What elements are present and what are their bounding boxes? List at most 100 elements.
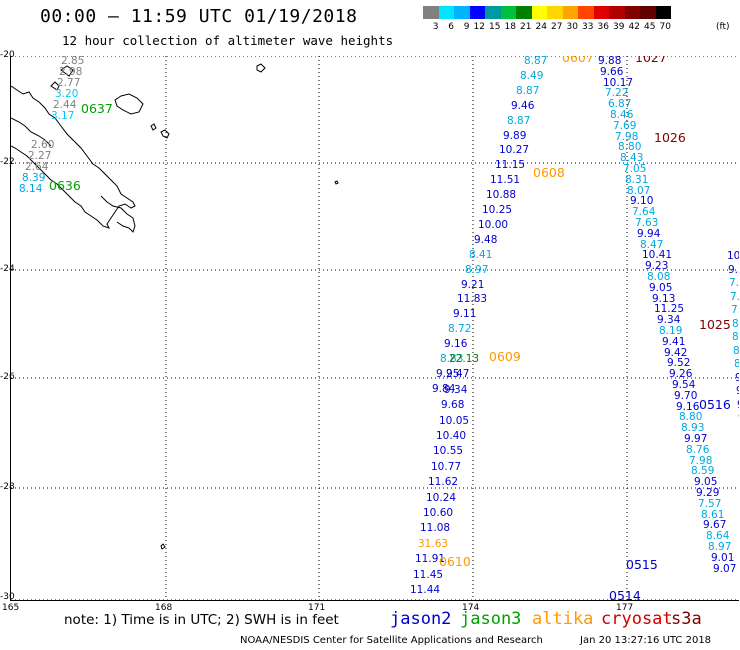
- swh-observation: 11.15: [495, 159, 526, 171]
- legend-jason2: jason2: [390, 609, 452, 629]
- swh-observation: 8.31: [625, 174, 649, 186]
- swh-observation: 2.60: [31, 139, 55, 151]
- color-scale-label: 3: [432, 22, 439, 32]
- swh-observation: 9.42: [664, 347, 688, 359]
- swh-observation: 8.37: [732, 331, 739, 343]
- swh-observation: 10.40: [436, 430, 467, 442]
- latitude-label: -26: [0, 372, 15, 382]
- swh-observation: 8.97: [708, 541, 732, 553]
- swh-observation: 10.77: [431, 461, 462, 473]
- color-scale-label: 42: [628, 22, 640, 32]
- swh-observation: 7.98: [615, 131, 639, 143]
- swh-observation: 9.48: [474, 234, 498, 246]
- longitude-label: 174: [462, 603, 480, 613]
- color-scale-labels: 3 6 9 12 15 18 21 24 27 30 33 36 39 42 45 70: [423, 22, 671, 32]
- swh-observation: 8.80: [679, 411, 703, 423]
- pass-time-label: 0636: [49, 178, 81, 193]
- latitude-label: -28: [0, 482, 15, 492]
- color-swatch: [438, 6, 454, 19]
- swh-observation: 8.87: [524, 56, 548, 67]
- swh-observation: 2.98: [59, 66, 83, 78]
- pass-time-label: 0607: [562, 56, 594, 65]
- swh-observation: 9.23: [645, 260, 669, 272]
- swh-observation: 8.41: [469, 249, 493, 261]
- swh-observation: 8.93: [681, 422, 705, 434]
- swh-observation: 9.67: [703, 519, 727, 531]
- legend-s3a: s3a: [671, 609, 702, 629]
- color-swatch: [485, 6, 501, 19]
- swh-observation: 9.25: [436, 368, 460, 380]
- swh-observation: 9.12: [736, 386, 739, 397]
- pass-time-label: 0610: [439, 554, 471, 569]
- swh-observation: 9.05: [694, 476, 718, 488]
- swh-observation: 9.68: [441, 399, 465, 411]
- map-plot-area: 2.85 2.98 2.77 3.20 2.44 3.17 0637 2.60 2.27 2.64…: [10, 56, 739, 601]
- swh-observation: 10.00: [478, 219, 509, 231]
- swh-observation: 7.05: [623, 163, 647, 175]
- latitude-label: -20: [0, 50, 15, 60]
- color-swatch: [562, 6, 578, 19]
- swh-observation: 10.41: [642, 249, 673, 261]
- swh-observation: 10.55: [433, 445, 464, 457]
- swh-observation: 9.97: [684, 433, 708, 445]
- color-scale-label: 45: [644, 22, 656, 32]
- swh-observation: 8.14: [19, 183, 43, 195]
- swh-observation: 2.85: [61, 56, 85, 67]
- swh-observation: 11.44: [410, 584, 441, 596]
- swh-observation: 9.07: [713, 563, 737, 575]
- swh-observation: 7.57: [698, 498, 722, 510]
- swh-observation: 10.27: [499, 144, 530, 156]
- color-swatch: [609, 6, 625, 19]
- color-scale-label: 70: [659, 22, 671, 32]
- color-scale-label: 27: [551, 22, 563, 32]
- swh-observation: 9.01: [711, 552, 735, 564]
- lat-lon-grid: [11, 56, 739, 600]
- swh-observation: 11.21: [407, 600, 437, 601]
- swh-observation: 9.55: [737, 400, 739, 411]
- coastline-new-caledonia: [11, 63, 339, 550]
- color-swatch: [516, 6, 532, 19]
- swh-observation: 10.17: [603, 77, 634, 89]
- swh-observation: 22.13: [449, 353, 480, 365]
- longitude-label: 171: [308, 603, 326, 613]
- longitude-label: 168: [155, 603, 173, 613]
- color-swatch: [640, 6, 656, 19]
- swh-observation: 9.13: [652, 293, 676, 305]
- swh-observation: 8.72: [448, 323, 472, 335]
- swh-observation: 6.87: [608, 98, 632, 110]
- swh-observation: 9.48: [738, 413, 739, 424]
- swh-observation: 9.46: [511, 100, 535, 112]
- latitude-label: -22: [0, 157, 15, 167]
- swh-observation: 11.08: [420, 522, 451, 534]
- swh-observation: 8.39: [22, 172, 46, 184]
- swh-observation: 11.83: [457, 293, 488, 305]
- swh-observation: 7.89: [731, 304, 739, 316]
- swh-observation: 8.61: [701, 509, 725, 521]
- swh-observation: 10.24: [426, 492, 457, 504]
- longitude-label: 165: [2, 603, 20, 613]
- swh-observation: 9.84: [432, 383, 456, 395]
- swh-observation: 8.83: [440, 353, 464, 365]
- swh-observation: 8.59: [691, 465, 715, 477]
- swh-observation: 9.29: [696, 487, 720, 499]
- swh-observation: 8.47: [732, 318, 739, 330]
- pass-time-label: 1026: [654, 130, 686, 145]
- color-scale-label: 24: [535, 22, 547, 32]
- swh-observation: 11.91: [415, 553, 446, 565]
- longitude-label: 177: [616, 603, 634, 613]
- pass-time-label: 1027: [635, 56, 667, 65]
- swh-observation: 8.64: [706, 530, 730, 542]
- swh-observation: 3.20: [55, 88, 79, 100]
- swh-observation: 10.25: [482, 204, 513, 216]
- color-swatch: [469, 6, 485, 19]
- swh-observation: 7.64: [632, 206, 656, 218]
- footer-note: note: 1) Time is in UTC; 2) SWH is in fe…: [64, 612, 339, 628]
- swh-observation: 8.87: [516, 85, 540, 97]
- swh-observation: 8.01: [733, 346, 739, 357]
- swh-observation: 9.94: [637, 228, 661, 240]
- color-swatch: [547, 6, 563, 19]
- swh-observation: 2.44: [53, 99, 77, 111]
- swh-observation: 8.07: [627, 185, 651, 197]
- color-swatch: [593, 6, 609, 19]
- swh-observation: 8.80: [618, 141, 642, 153]
